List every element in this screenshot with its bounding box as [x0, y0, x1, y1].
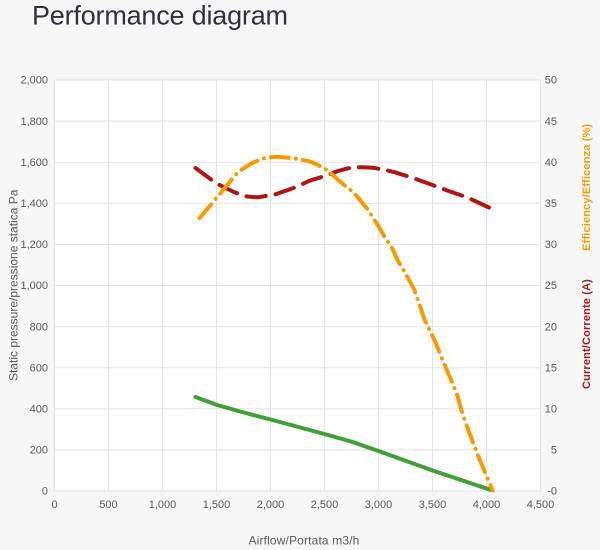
svg-text:1,600: 1,600	[20, 157, 48, 169]
svg-text:35: 35	[545, 198, 557, 210]
svg-text:400: 400	[30, 404, 48, 416]
svg-text:1,400: 1,400	[20, 198, 48, 210]
svg-text:Current/Corrente (A): Current/Corrente (A)	[581, 279, 593, 389]
svg-text:Airflow/Portata m3/h: Airflow/Portata m3/h	[248, 534, 359, 548]
svg-text:-0: -0	[547, 486, 557, 498]
svg-text:500: 500	[99, 499, 117, 511]
svg-text:1,000: 1,000	[149, 499, 177, 511]
svg-text:45: 45	[545, 116, 557, 128]
svg-text:1,200: 1,200	[20, 239, 48, 251]
svg-text:10: 10	[545, 404, 557, 416]
svg-text:600: 600	[30, 362, 48, 374]
svg-text:30: 30	[545, 239, 557, 251]
svg-text:Performance diagram: Performance diagram	[32, 1, 288, 31]
svg-text:2,500: 2,500	[311, 499, 339, 511]
svg-text:200: 200	[30, 445, 48, 457]
svg-text:1,000: 1,000	[20, 280, 48, 292]
svg-text:25: 25	[545, 280, 557, 292]
svg-text:0: 0	[51, 499, 57, 511]
svg-text:3,000: 3,000	[365, 499, 393, 511]
svg-text:800: 800	[30, 321, 48, 333]
svg-text:Static pressure/pressione stat: Static pressure/pressione statica Pa	[7, 189, 21, 381]
svg-text:2,000: 2,000	[20, 75, 48, 87]
svg-text:4,500: 4,500	[527, 499, 555, 511]
svg-text:Efficiency/Efficenza (%): Efficiency/Efficenza (%)	[581, 124, 593, 251]
svg-text:40: 40	[545, 157, 557, 169]
svg-text:15: 15	[545, 362, 557, 374]
svg-text:0: 0	[42, 486, 48, 498]
svg-text:4,000: 4,000	[473, 499, 501, 511]
svg-text:1,500: 1,500	[203, 499, 231, 511]
svg-text:3,500: 3,500	[419, 499, 447, 511]
svg-text:20: 20	[545, 321, 557, 333]
svg-text:1,800: 1,800	[20, 116, 48, 128]
svg-text:5: 5	[551, 445, 557, 457]
svg-text:2,000: 2,000	[257, 499, 285, 511]
svg-text:50: 50	[545, 75, 557, 87]
